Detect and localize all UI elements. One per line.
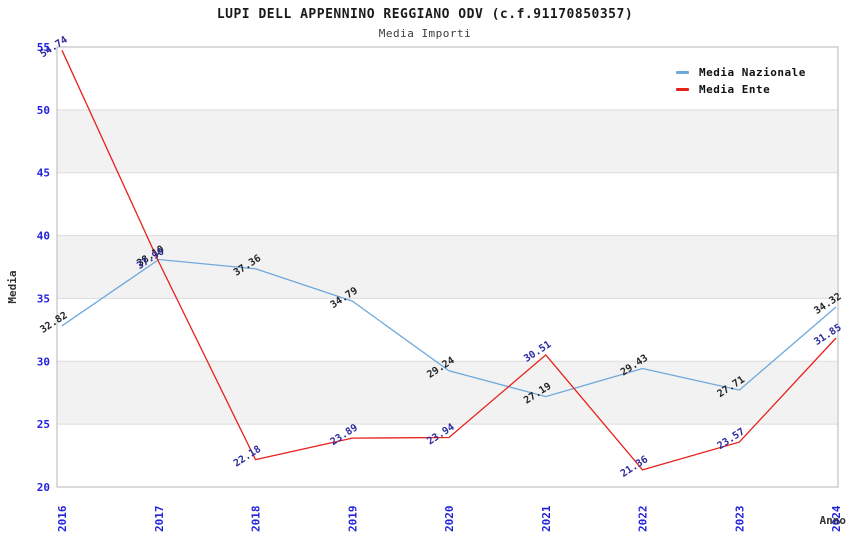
media-nazionale-line-swatch: [676, 71, 689, 74]
data-label: 32.82: [38, 310, 69, 336]
plot-border: [56, 46, 839, 488]
media-nazionale-line: [61, 258, 837, 398]
y-tick-label: 20: [37, 481, 50, 494]
y-tick-label: 25: [37, 418, 50, 431]
y-tick-label: 50: [37, 104, 50, 117]
grid-band: [58, 361, 837, 425]
legend: Media Nazionale Media Ente: [672, 62, 810, 100]
x-tick-label: 2022: [637, 506, 650, 533]
y-tick-label: 30: [37, 355, 50, 368]
data-label: 31.85: [812, 322, 843, 348]
x-tick-label: 2020: [443, 506, 456, 533]
y-axis-title: Media: [6, 270, 19, 303]
x-tick-label: 2016: [56, 505, 69, 532]
data-label: 23.89: [329, 422, 360, 448]
legend-item-media-nazionale: Media Nazionale: [676, 64, 806, 81]
chart-subtitle: Media Importi: [378, 27, 472, 40]
legend-label-media-ente: Media Ente: [699, 83, 771, 96]
legend-item-media-ente: Media Ente: [676, 81, 806, 98]
media-ente-line-swatch: [676, 88, 689, 91]
data-label: 21.36: [619, 454, 650, 480]
y-tick-label: 55: [37, 41, 50, 54]
data-label: 22.18: [232, 444, 263, 470]
legend-label-media-nazionale: Media Nazionale: [699, 66, 806, 79]
y-tick-label: 45: [37, 167, 50, 180]
grid-band: [58, 235, 837, 299]
y-tick-label: 40: [37, 230, 50, 243]
x-tick-label: 2023: [733, 506, 746, 533]
grid-band: [58, 109, 837, 173]
x-tick-label: 2021: [540, 505, 553, 532]
media-ente-line: [61, 50, 837, 471]
x-axis-title: Anno: [820, 514, 847, 527]
x-tick-label: 2024: [830, 505, 843, 532]
chart-title: LUPI DELL APPENNINO REGGIANO ODV (c.f.91…: [216, 7, 634, 22]
x-tick-label: 2019: [346, 506, 359, 533]
x-tick-label: 2018: [250, 506, 263, 533]
y-tick-label: 35: [37, 292, 50, 305]
x-tick-label: 2017: [153, 506, 166, 533]
